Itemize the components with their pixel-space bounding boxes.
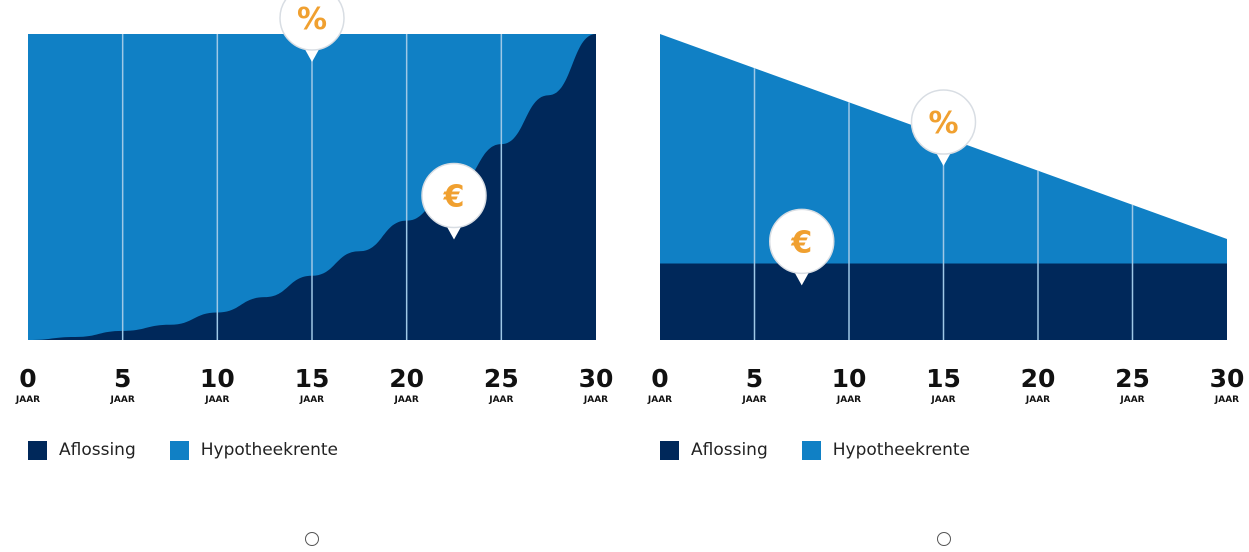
chart-panel-annuiteiten: 0 JAAR 5 JAAR 10 JAAR 15 JAAR 20 JAAR 25 JAAR 30 JAAR… <box>15 0 614 546</box>
x-tick-label: 0 <box>19 364 36 393</box>
x-tick-unit: JAAR <box>1214 395 1239 405</box>
x-tick-unit: JAAR <box>110 395 135 405</box>
marker-bubble <box>910 89 977 155</box>
x-tick-unit: JAAR <box>488 395 513 405</box>
euro-icon: € <box>769 208 835 286</box>
x-tick-label: 20 <box>1021 364 1056 393</box>
x-tick-label: 5 <box>746 364 763 393</box>
legend-item-hypotheekrente: Hypotheekrente <box>801 440 970 460</box>
legend-label-hypotheekrente: Hypotheekrente <box>832 440 970 460</box>
legend-swatch-aflossing <box>28 440 47 460</box>
x-tick-label: 10 <box>200 364 235 393</box>
euro-icon: € <box>421 162 487 240</box>
legend-swatch-aflossing <box>660 440 679 460</box>
chart-annuiteiten: 0 JAAR 5 JAAR 10 JAAR 15 JAAR 20 JAAR 25 JAAR 30 JAAR… <box>15 0 614 405</box>
x-tick-label: 15 <box>926 364 961 393</box>
x-tick-unit: JAAR <box>741 395 766 405</box>
marker-bubble <box>279 0 345 51</box>
x-tick-unit: JAAR <box>204 395 229 405</box>
percent-icon: % <box>910 89 977 167</box>
x-tick-label: 25 <box>484 364 519 393</box>
x-tick-unit: JAAR <box>583 395 608 405</box>
carousel-radio-1[interactable] <box>305 532 319 546</box>
chart-legend: Aflossing Hypotheekrente <box>28 440 372 460</box>
area-aflossing <box>28 34 596 340</box>
x-tick-unit: JAAR <box>930 395 955 405</box>
legend-label-aflossing: Aflossing <box>59 440 136 460</box>
chart-lineair: 0 JAAR 5 JAAR 10 JAAR 15 JAAR 20 JAAR 25 JAAR 30 JAAR… <box>647 34 1245 405</box>
x-tick-unit: JAAR <box>1119 395 1144 405</box>
x-tick-unit: JAAR <box>836 395 861 405</box>
percent-icon: % <box>279 0 345 62</box>
x-tick-label: 10 <box>832 364 867 393</box>
marker-glyph: € <box>790 225 812 260</box>
legend-swatch-hypotheekrente <box>801 440 821 460</box>
x-tick-unit: JAAR <box>647 395 672 405</box>
x-tick-label: 15 <box>295 364 330 393</box>
legend-item-aflossing: Aflossing <box>28 440 136 460</box>
x-tick-unit: JAAR <box>299 395 324 405</box>
x-tick-label: 25 <box>1115 364 1150 393</box>
legend-swatch-hypotheekrente <box>169 440 189 460</box>
legend-item-hypotheekrente: Hypotheekrente <box>169 440 338 460</box>
legend-item-aflossing: Aflossing <box>660 440 768 460</box>
x-tick-label: 0 <box>651 364 668 393</box>
x-tick-unit: JAAR <box>15 395 40 405</box>
x-tick-label: 5 <box>114 364 131 393</box>
x-tick-unit: JAAR <box>1025 395 1050 405</box>
x-tick-unit: JAAR <box>394 395 419 405</box>
marker-glyph: % <box>297 2 327 37</box>
marker-glyph: % <box>928 106 958 141</box>
x-tick-label: 30 <box>579 364 614 393</box>
chart-panel-lineair: 0 JAAR 5 JAAR 10 JAAR 15 JAAR 20 JAAR 25 JAAR 30 JAAR… <box>630 0 1249 552</box>
chart-legend: Aflossing Hypotheekrente <box>660 440 1004 460</box>
marker-bubble <box>769 208 835 275</box>
marker-glyph: € <box>443 179 465 214</box>
x-tick-label: 30 <box>1210 364 1245 393</box>
carousel-radio-2[interactable] <box>937 532 951 546</box>
x-tick-label: 20 <box>389 364 424 393</box>
legend-label-hypotheekrente: Hypotheekrente <box>200 440 338 460</box>
marker-bubble <box>421 162 487 229</box>
legend-label-aflossing: Aflossing <box>691 440 768 460</box>
